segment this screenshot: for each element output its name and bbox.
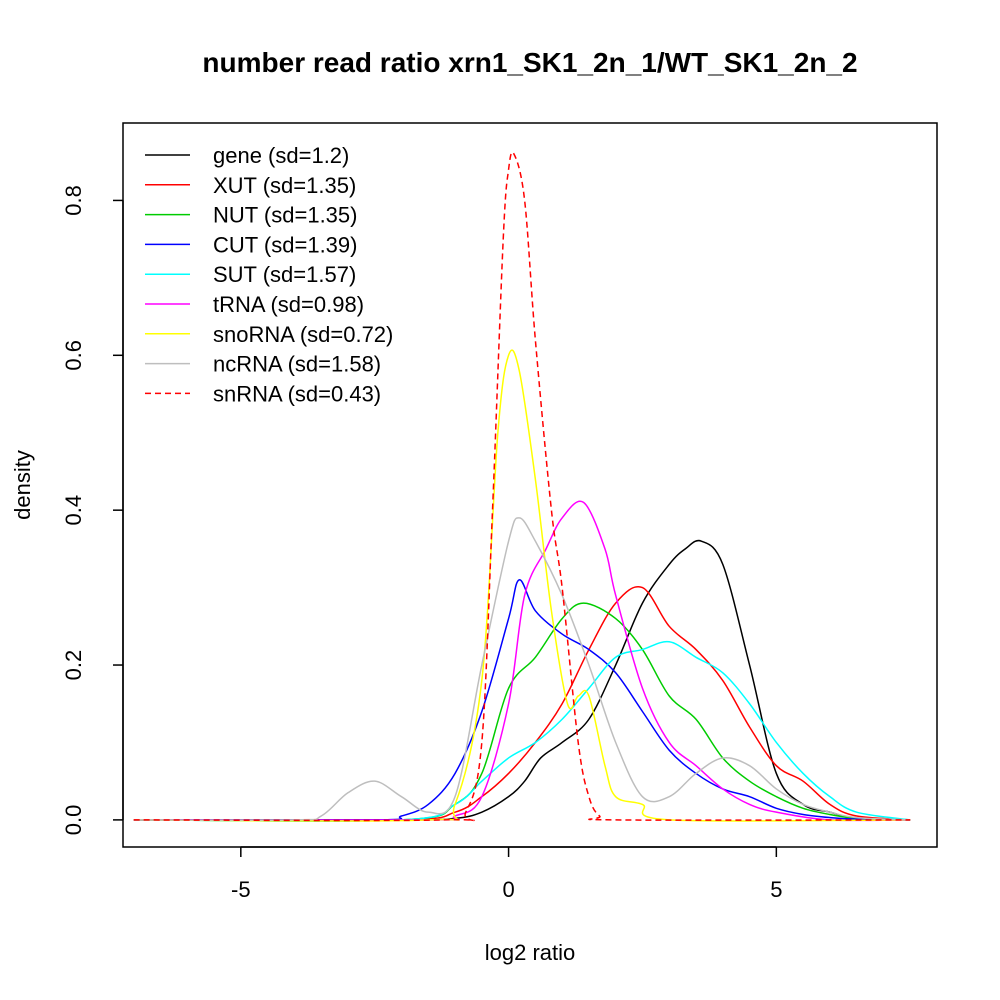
- x-tick-label: -5: [231, 877, 251, 902]
- series-line-5: [133, 500, 911, 822]
- series-line-4: [133, 640, 911, 822]
- plot-area: [133, 151, 911, 822]
- chart-title: number read ratio xrn1_SK1_2n_1/WT_SK1_2…: [202, 47, 857, 78]
- legend-label-0: gene (sd=1.2): [213, 143, 349, 168]
- x-axis-label: log2 ratio: [485, 940, 576, 965]
- legend-label-4: SUT (sd=1.57): [213, 262, 356, 287]
- y-axis: 0.0 0.2 0.4 0.6 0.8: [61, 185, 124, 836]
- legend-label-3: CUT (sd=1.39): [213, 232, 357, 257]
- legend-label-7: ncRNA (sd=1.58): [213, 352, 381, 377]
- series-line-8: [133, 151, 911, 822]
- y-tick-label: 0.0: [61, 805, 86, 836]
- legend-label-1: XUT (sd=1.35): [213, 173, 356, 198]
- legend-label-2: NUT (sd=1.35): [213, 203, 357, 228]
- series-line-0: [133, 539, 911, 821]
- x-tick-label: 0: [502, 877, 514, 902]
- series-line-2: [133, 602, 911, 822]
- series-line-6: [133, 349, 911, 822]
- series-line-7: [133, 517, 911, 821]
- legend-label-5: tRNA (sd=0.98): [213, 292, 364, 317]
- legend-label-8: snRNA (sd=0.43): [213, 381, 381, 406]
- x-axis: -5 0 5: [231, 846, 782, 902]
- series-line-1: [133, 585, 911, 822]
- series-line-3: [133, 579, 911, 821]
- x-tick-label: 5: [770, 877, 782, 902]
- y-tick-label: 0.6: [61, 340, 86, 371]
- legend: gene (sd=1.2) XUT (sd=1.35) NUT (sd=1.35) C…: [145, 143, 393, 406]
- legend-label-6: snoRNA (sd=0.72): [213, 322, 393, 347]
- y-tick-label: 0.4: [61, 495, 86, 526]
- y-tick-label: 0.8: [61, 185, 86, 216]
- y-tick-label: 0.2: [61, 650, 86, 681]
- y-axis-label: density: [10, 450, 35, 520]
